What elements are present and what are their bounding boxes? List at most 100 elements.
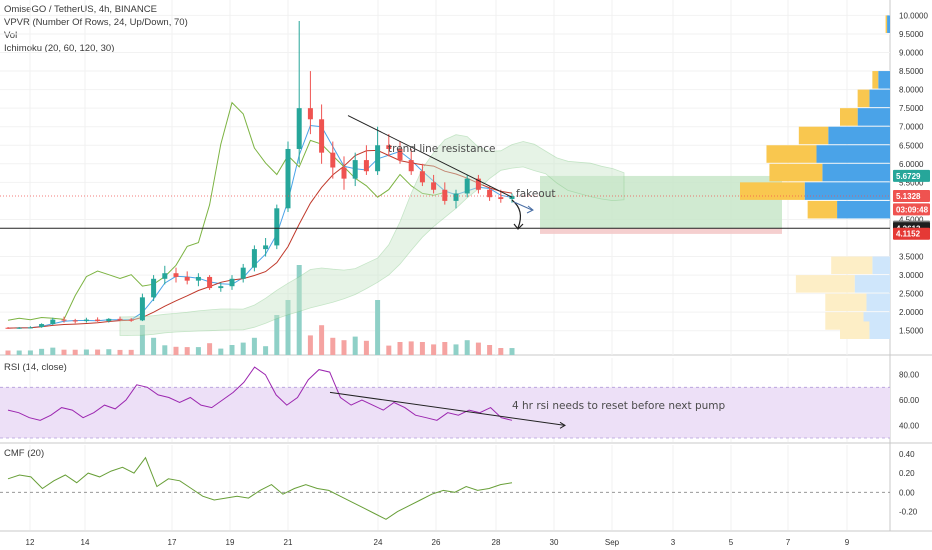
volume-bar: [363, 340, 369, 355]
y-tick-label: 9.5000: [899, 30, 924, 39]
volume-bar: [475, 342, 481, 355]
candle-body: [307, 108, 313, 120]
candle-body: [263, 245, 269, 250]
trend-line-resistance-label: trend line resistance: [388, 143, 495, 155]
volume-bar: [117, 349, 123, 355]
candle-body: [207, 276, 213, 289]
volume-bar: [229, 345, 235, 355]
breakout-arrow: [513, 201, 534, 214]
rsi-tick-label: 60.00: [899, 396, 920, 405]
candle-body: [352, 160, 358, 179]
candle-body: [442, 189, 448, 201]
trend-line-resistance: [347, 115, 513, 198]
vpvr-up-bar: [857, 108, 890, 126]
x-tick-label: 14: [81, 538, 90, 547]
candle-body: [106, 318, 112, 322]
ichimoku-indicator-label[interactable]: Ichimoku (20, 60, 120, 30): [4, 43, 115, 54]
cmf-tick-label: -0.20: [899, 508, 918, 517]
candle-body: [408, 160, 414, 172]
y-tick-label: 5.5000: [899, 178, 924, 187]
volume-bar: [285, 300, 291, 355]
volume-bar: [16, 350, 22, 355]
candle-body: [27, 327, 33, 329]
candle-body: [296, 108, 302, 149]
vpvr-down-bar: [795, 275, 855, 293]
base-line: [7, 149, 513, 329]
rsi-tick-label: 80.00: [899, 371, 920, 380]
candle-body: [375, 145, 381, 172]
y-tick-label: 1.5000: [899, 327, 924, 336]
vpvr-down-bar: [769, 163, 823, 182]
drawings[interactable]: trend line resistance fakeout: [0, 115, 890, 230]
candle-body: [229, 278, 235, 287]
candle-body: [117, 318, 123, 320]
volume-bar: [207, 343, 213, 355]
x-tick-label: 21: [284, 538, 293, 547]
x-tick-label: 9: [845, 538, 850, 547]
vpvr-down-bar: [831, 256, 873, 275]
vpvr-down-bar: [885, 15, 888, 33]
candle-body: [72, 320, 78, 322]
price-badge-label: 03:09:48: [896, 205, 929, 214]
symbol-title[interactable]: OmiseGO / TetherUS, 4h, BINANCE: [4, 4, 157, 15]
candle-body: [139, 297, 145, 321]
candle-body: [319, 119, 325, 153]
price-badge: [893, 169, 930, 182]
price-badge-label: 5.1328: [896, 192, 921, 201]
vpvr-down-bar: [872, 71, 879, 89]
rsi-line: [7, 366, 513, 421]
volume-bar: [72, 349, 78, 355]
ichimoku-lines: [7, 101, 625, 336]
vpvr-up-bar: [854, 275, 890, 293]
y-tick-label: 7.0000: [899, 123, 924, 132]
candle-body: [509, 196, 515, 200]
cmf-tick-label: 0.40: [899, 450, 915, 459]
candle-body: [16, 327, 22, 329]
volume-bar: [61, 349, 67, 355]
x-tick-label: 26: [432, 538, 441, 547]
volume-bar: [128, 349, 134, 355]
volume-bar: [184, 347, 190, 355]
volume-bar: [375, 300, 381, 355]
candle-body: [330, 152, 336, 168]
vpvr-up-bar: [872, 256, 890, 275]
y-tick-label: 2.5000: [899, 290, 924, 299]
vol-indicator-label[interactable]: Vol: [4, 30, 18, 41]
candle-body: [251, 249, 257, 268]
vpvr-up-bar: [816, 145, 890, 163]
cmf-tick-label: 0.20: [899, 469, 915, 478]
candle-body: [386, 145, 392, 149]
x-tick-label: 28: [492, 538, 501, 547]
vpvr-down-bar: [825, 293, 867, 312]
volume-bar: [83, 349, 89, 355]
y-tick-label: 8.5000: [899, 67, 924, 76]
candle-body: [95, 319, 101, 322]
volume-bar: [296, 265, 302, 355]
volume-bars: [5, 265, 515, 355]
rsi-pane-label[interactable]: RSI (14, close): [4, 362, 67, 373]
cmf-pane-label[interactable]: CMF (20): [4, 448, 45, 459]
volume-bar: [330, 337, 336, 355]
volume-bar: [240, 342, 246, 355]
candle-body: [397, 148, 403, 161]
vpvr-indicator-label[interactable]: VPVR (Number Of Rows, 24, Up/Down, 70): [4, 17, 188, 28]
grid-lines: [0, 0, 932, 532]
candle-body: [431, 182, 437, 190]
vpvr-down-bar: [840, 321, 870, 339]
vpvr-up-bar: [887, 15, 890, 33]
volume-bar: [5, 350, 11, 355]
volume-bar: [195, 347, 201, 355]
volume-bar: [464, 340, 470, 355]
x-tick-label: 30: [550, 538, 559, 547]
y-tick-label: 3.0000: [899, 271, 924, 280]
volume-bar: [95, 349, 101, 355]
price-badge-label: 4.1152: [896, 230, 921, 239]
rsi-trend-line: [329, 391, 566, 426]
candle-body: [464, 178, 470, 194]
candle-body: [341, 167, 347, 179]
rsi-band: [0, 387, 890, 438]
vpvr-up-bar: [822, 163, 890, 182]
y-tick-label: 6.5000: [899, 141, 924, 150]
x-tick-label: Sep: [605, 538, 620, 547]
